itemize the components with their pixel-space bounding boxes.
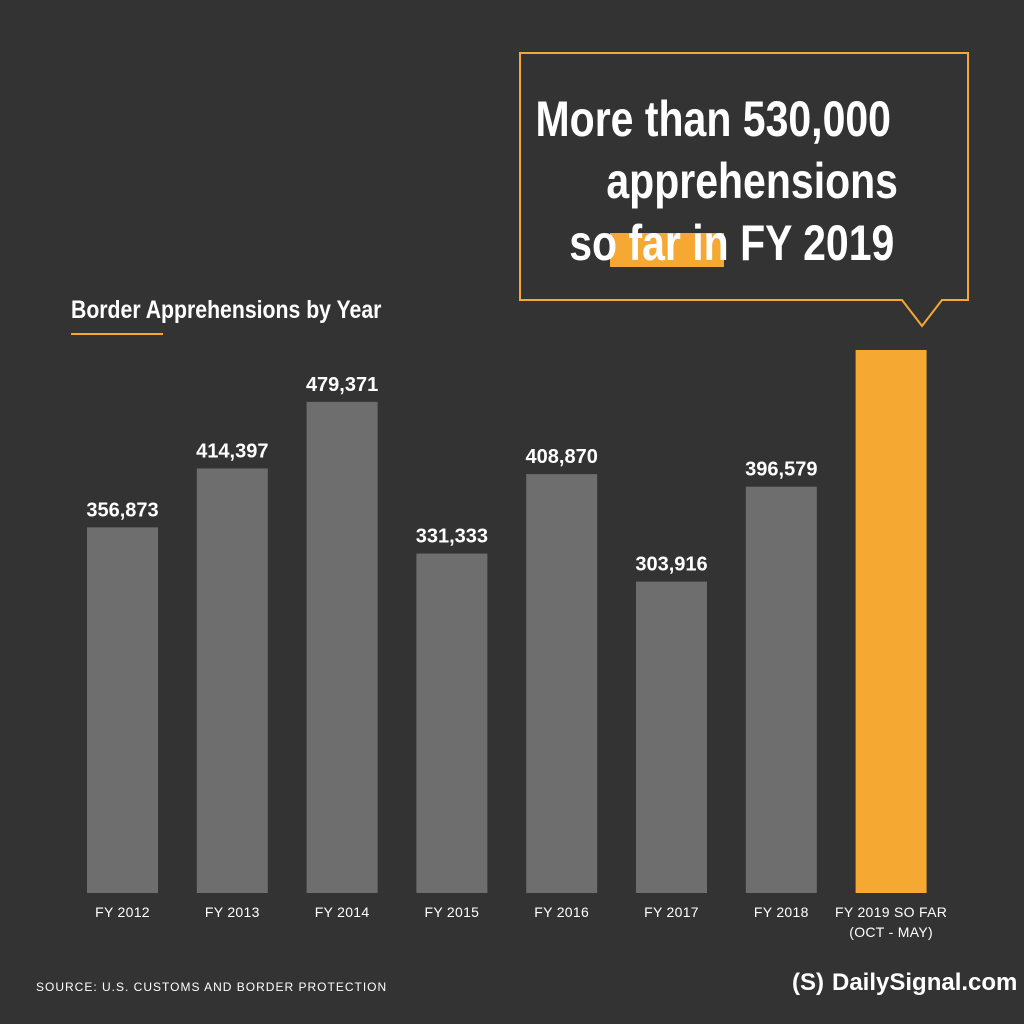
bar-fy-2019-so-far: [855, 350, 927, 893]
callout-line-2: apprehensions: [606, 153, 898, 209]
brand-logo-mark: (S): [792, 969, 824, 996]
x-axis-tick-labels: FY 2012 FY 2013 FY 2014 FY 2015 FY 2016 FY 20…: [95, 904, 947, 940]
callout: More than 530,000 apprehensions so far i…: [519, 52, 969, 328]
brand-logo: (S) DailySignal.com: [792, 969, 1017, 996]
bar-series: [87, 350, 927, 893]
callout-line-3-rest: in FY 2019: [692, 215, 894, 271]
data-label: 356,873: [86, 499, 158, 521]
callout-highlight-marker: [610, 233, 724, 267]
chart-title: Border Apprehensions by Year: [71, 295, 381, 323]
x-tick-sublabel: (OCT - MAY): [849, 924, 933, 940]
data-labels: 356,873 414,397 479,371 331,333 408,870 303,9…: [86, 374, 817, 576]
x-tick-label: FY 2016: [534, 904, 589, 920]
bar-fy-2015: [416, 553, 488, 893]
x-tick-label: FY 2017: [644, 904, 699, 920]
callout-line-3: so far in FY 2019: [569, 215, 894, 271]
x-tick-label: FY 2014: [315, 904, 370, 920]
source-note: SOURCE: U.S. CUSTOMS AND BORDER PROTECTI…: [36, 980, 387, 994]
data-label: 331,333: [416, 526, 488, 548]
bar-fy-2013: [196, 468, 268, 893]
x-tick-label: FY 2012: [95, 904, 150, 920]
x-tick-label: FY 2013: [205, 904, 260, 920]
callout-box: [519, 52, 969, 328]
data-label: 479,371: [306, 374, 378, 396]
bar-fy-2012: [87, 527, 158, 893]
bar-fy-2018: [745, 486, 817, 893]
x-tick-label: FY 2018: [754, 904, 809, 920]
data-label: 414,397: [196, 440, 268, 462]
brand-name: DailySignal.com: [832, 969, 1017, 996]
callout-line-1: More than 530,000: [536, 91, 891, 147]
callout-highlight-text: so far: [569, 215, 681, 271]
x-tick-label: FY 2015: [425, 904, 480, 920]
data-label: 396,579: [745, 459, 817, 481]
bar-fy-2014: [306, 401, 378, 893]
x-tick-label: FY 2019 SO FAR: [835, 904, 947, 920]
data-label: 303,916: [635, 554, 707, 576]
bar-fy-2016: [526, 474, 598, 893]
bar-fy-2017: [636, 581, 707, 893]
data-label: 408,870: [526, 446, 598, 468]
